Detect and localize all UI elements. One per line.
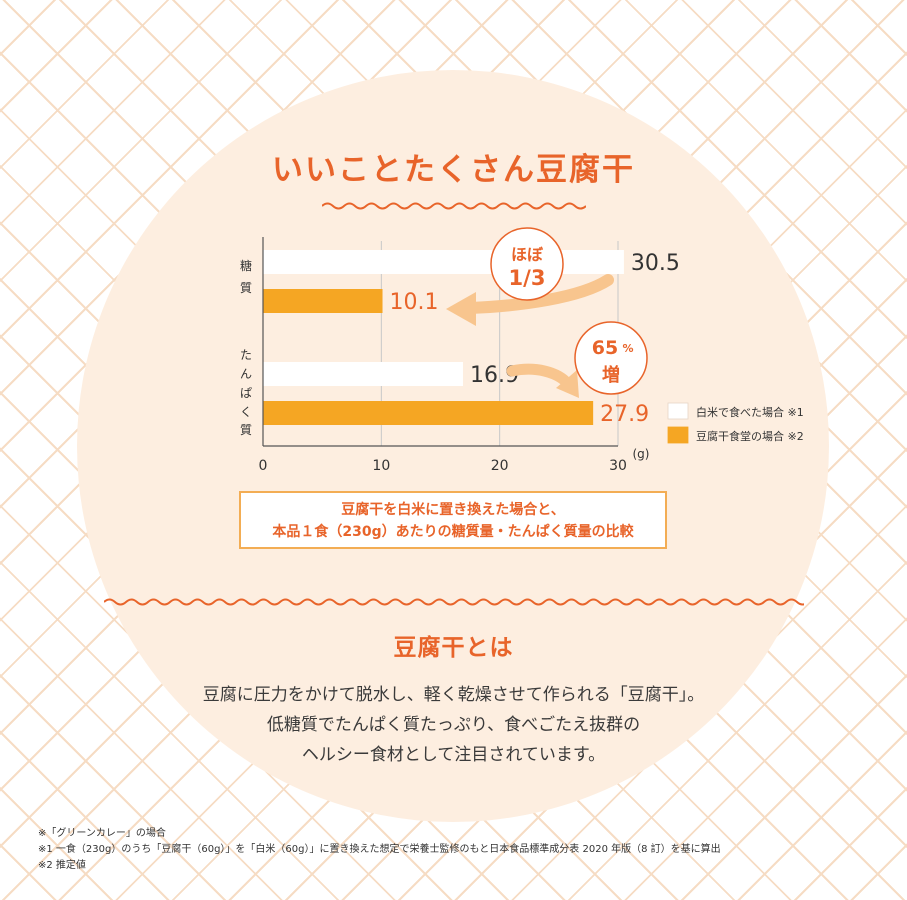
category-label-char: 質 xyxy=(240,280,252,295)
legend-swatch-0 xyxy=(667,402,689,420)
x-tick-label-3: 30 xyxy=(609,458,627,474)
category-label-char: ん xyxy=(240,367,252,381)
callout-sugar-line-1: ほぼ xyxy=(511,245,544,264)
callout-sugar-circle xyxy=(490,227,564,301)
about-line-2: 低糖質でたんぱく質たっぷり、食べごたえ抜群の xyxy=(266,715,641,735)
callout-protein-circle xyxy=(574,321,648,395)
x-tick-label-2: 20 xyxy=(491,458,509,474)
legend-label-0: 白米で食べた場合 ※1 xyxy=(696,405,804,419)
category-label-char: ぱ xyxy=(240,386,252,400)
bar-1-1 xyxy=(263,401,594,425)
category-label-char: た xyxy=(240,348,252,362)
note-line-1: 豆腐干を白米に置き換えた場合と、 xyxy=(341,502,565,518)
footnote-1: ※1 一食（230g）のうち「豆腐干（60g）」を「白米（60g）」に置き換えた… xyxy=(38,844,721,855)
comparison-note: 豆腐干を白米に置き換えた場合と、 本品１食（230g）あたりの糖質量・たんぱく質… xyxy=(239,491,667,549)
bar-0-1 xyxy=(263,289,383,313)
section-wavy-divider xyxy=(104,598,804,606)
bar-0-0 xyxy=(263,250,624,274)
note-line-2: 本品１食（230g）あたりの糖質量・たんぱく質量の比較 xyxy=(272,524,634,540)
page-title: いいことたくさん豆腐干 xyxy=(272,152,635,188)
legend-swatch-1 xyxy=(667,426,689,444)
callout-sugar-line-2: 1/3 xyxy=(509,266,546,290)
callout-protein-unit: % xyxy=(622,342,633,355)
x-tick-label-1: 10 xyxy=(372,458,390,474)
protein-arrow-shaft xyxy=(506,363,574,390)
title-wavy-divider xyxy=(322,202,586,210)
category-label-1: たんぱく質 xyxy=(240,348,252,437)
data-label-0-0: 30.5 xyxy=(631,251,680,276)
sugar-arrow-shaft xyxy=(464,274,614,314)
bar-1-0 xyxy=(263,362,463,386)
category-label-char: く xyxy=(240,405,252,419)
about-description: 豆腐に圧力をかけて脱水し、軽く乾燥させて作られる「豆腐干」。 低糖質でたんぱく質… xyxy=(0,680,907,770)
x-unit-label: (g) xyxy=(633,447,650,461)
data-label-0-1: 10.1 xyxy=(390,290,439,315)
category-label-char: 質 xyxy=(240,422,252,437)
protein-arrow-head xyxy=(556,370,579,398)
footnote-0: ※「グリーンカレー」の場合 xyxy=(38,828,166,839)
data-label-1-1: 27.9 xyxy=(600,402,649,427)
x-tick-label-0: 0 xyxy=(259,458,268,474)
sugar-arrow-head xyxy=(446,292,476,326)
callout-protein-value: 65 xyxy=(592,337,618,359)
category-label-char: 糖 xyxy=(240,258,252,273)
about-line-1: 豆腐に圧力をかけて脱水し、軽く乾燥させて作られる「豆腐干」。 xyxy=(202,685,705,705)
legend-label-1: 豆腐干食堂の場合 ※2 xyxy=(696,429,804,443)
callout-protein-word: 増 xyxy=(602,364,620,386)
category-label-0: 糖質 xyxy=(240,258,252,295)
footnote-2: ※2 推定値 xyxy=(38,860,86,871)
footnotes: ※「グリーンカレー」の場合 ※1 一食（230g）のうち「豆腐干（60g）」を「… xyxy=(38,826,721,874)
section-title: 豆腐干とは xyxy=(393,635,514,661)
about-line-3: ヘルシー食材として注目されています。 xyxy=(301,745,606,765)
